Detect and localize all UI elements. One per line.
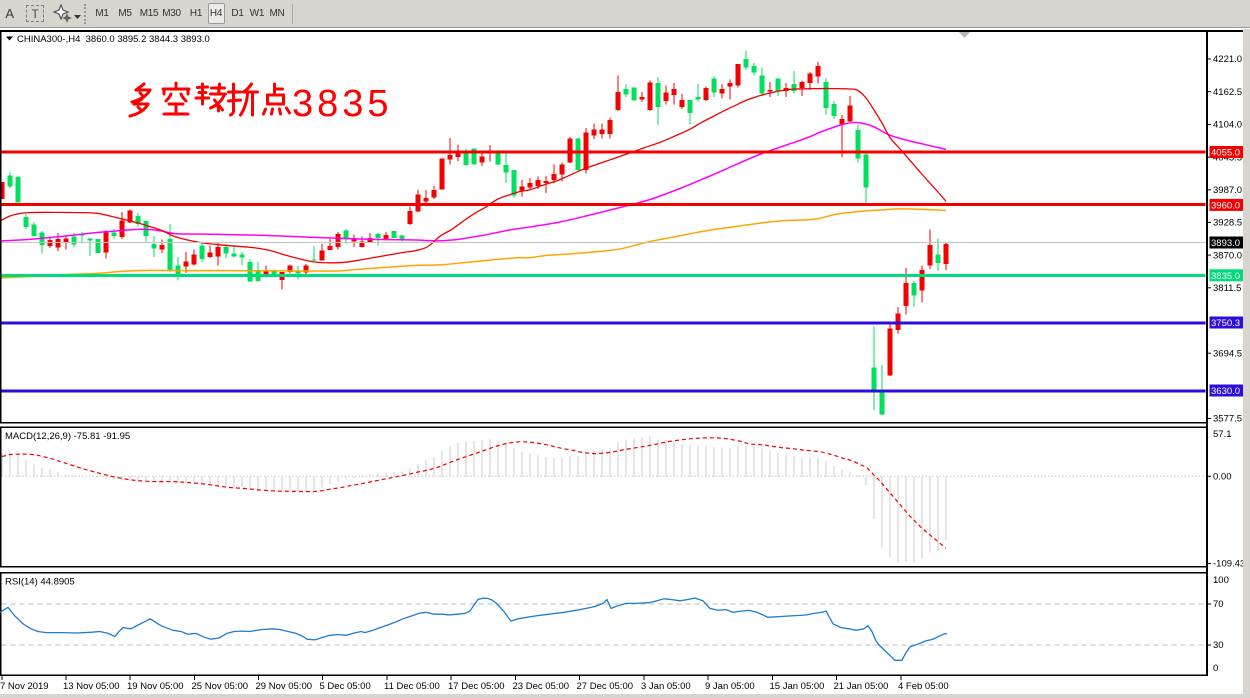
svg-text:CHINA300-,H4 3860.0 3895.2 38: CHINA300-,H4 3860.0 3895.2 3844.3 3893.0: [17, 34, 210, 45]
svg-text:3694.5: 3694.5: [1213, 348, 1242, 359]
svg-text:17 Dec 05:00: 17 Dec 05:00: [448, 681, 505, 692]
svg-text:30: 30: [1213, 640, 1224, 651]
svg-text:19 Nov 05:00: 19 Nov 05:00: [127, 681, 184, 692]
svg-text:3 Jan 05:00: 3 Jan 05:00: [641, 681, 691, 692]
svg-text:4 Feb 05:00: 4 Feb 05:00: [898, 681, 949, 692]
svg-text:3811.5: 3811.5: [1213, 283, 1241, 294]
svg-text:13 Nov 05:00: 13 Nov 05:00: [63, 681, 120, 692]
svg-text:70: 70: [1213, 599, 1224, 610]
svg-text:3750.3: 3750.3: [1211, 318, 1240, 329]
svg-text:29 Nov 05:00: 29 Nov 05:00: [256, 681, 313, 692]
svg-text:RSI(14) 44.8905: RSI(14) 44.8905: [5, 577, 75, 588]
svg-text:3835.0: 3835.0: [1211, 271, 1240, 282]
svg-text:3835: 3835: [292, 83, 393, 125]
svg-text:15 Jan 05:00: 15 Jan 05:00: [770, 681, 825, 692]
svg-text:MACD(12,26,9) -75.81 -91.95: MACD(12,26,9) -75.81 -91.95: [5, 431, 130, 442]
svg-text:3893.0: 3893.0: [1211, 238, 1240, 249]
svg-text:-109.43: -109.43: [1213, 559, 1245, 570]
svg-text:3577.5: 3577.5: [1213, 414, 1242, 425]
svg-text:100: 100: [1213, 575, 1229, 586]
svg-text:23 Dec 05:00: 23 Dec 05:00: [513, 681, 570, 692]
svg-text:4104.0: 4104.0: [1213, 120, 1242, 131]
svg-text:57.1: 57.1: [1213, 429, 1232, 440]
svg-text:5 Dec 05:00: 5 Dec 05:00: [320, 681, 371, 692]
svg-text:9 Jan 05:00: 9 Jan 05:00: [705, 681, 755, 692]
svg-text:0: 0: [1213, 663, 1218, 674]
svg-text:4221.0: 4221.0: [1213, 54, 1242, 65]
svg-text:25 Nov 05:00: 25 Nov 05:00: [192, 681, 249, 692]
svg-text:0.00: 0.00: [1213, 472, 1232, 483]
svg-text:3987.0: 3987.0: [1213, 185, 1242, 196]
svg-text:11 Dec 05:00: 11 Dec 05:00: [384, 681, 440, 692]
svg-text:27 Dec 05:00: 27 Dec 05:00: [577, 681, 634, 692]
svg-text:3928.5: 3928.5: [1213, 218, 1242, 229]
svg-text:3960.0: 3960.0: [1211, 200, 1240, 211]
svg-text:3630.0: 3630.0: [1211, 386, 1240, 397]
svg-text:3870.0: 3870.0: [1213, 250, 1242, 261]
svg-text:4055.0: 4055.0: [1211, 148, 1240, 159]
svg-text:4162.5: 4162.5: [1213, 87, 1242, 98]
svg-text:7 Nov 2019: 7 Nov 2019: [0, 681, 49, 692]
svg-text:21 Jan 05:00: 21 Jan 05:00: [834, 681, 889, 692]
